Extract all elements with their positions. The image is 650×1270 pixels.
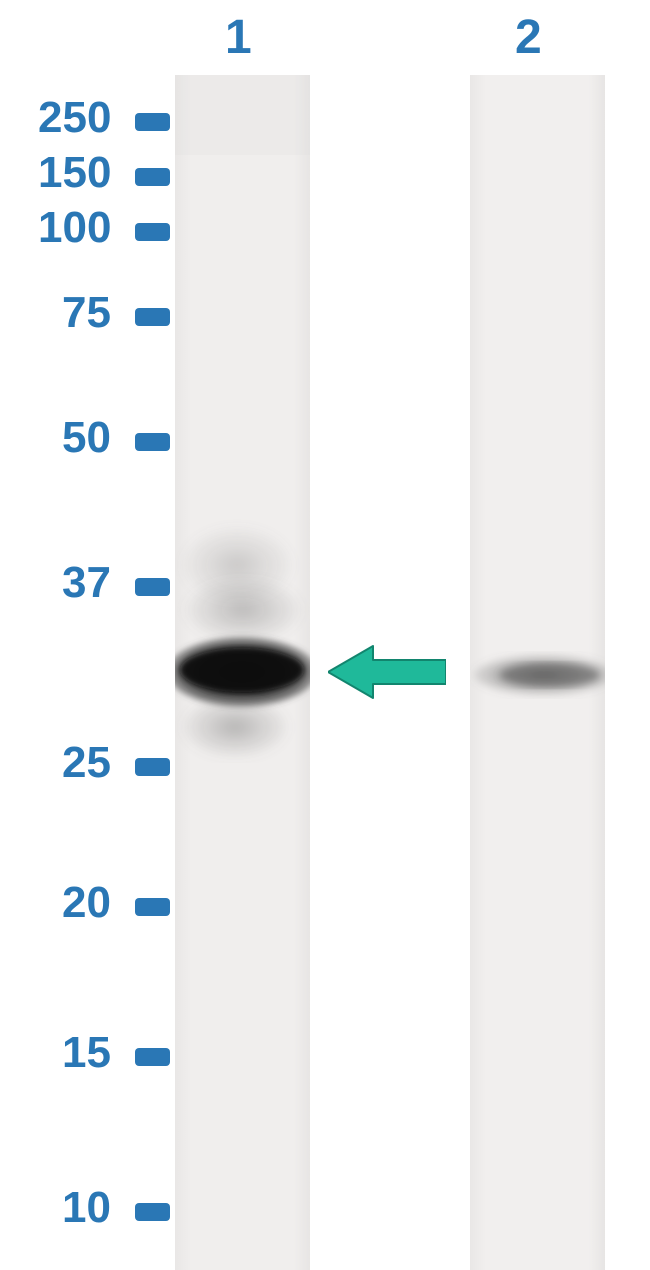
marker-10: 10	[62, 1183, 111, 1233]
marker-50: 50	[62, 413, 111, 463]
marker-10-dash	[135, 1203, 170, 1221]
marker-150: 150	[38, 148, 111, 198]
marker-37: 37	[62, 558, 111, 608]
lane1	[175, 75, 310, 1270]
marker-25-dash	[135, 758, 170, 776]
marker-37-dash	[135, 578, 170, 596]
blot-container: 1 2	[0, 0, 650, 1270]
marker-50-dash	[135, 433, 170, 451]
marker-25: 25	[62, 738, 111, 788]
marker-100-dash	[135, 223, 170, 241]
marker-20: 20	[62, 878, 111, 928]
marker-150-dash	[135, 168, 170, 186]
marker-250: 250	[38, 93, 111, 143]
marker-15-dash	[135, 1048, 170, 1066]
marker-250-dash	[135, 113, 170, 131]
lane1-header: 1	[225, 10, 252, 65]
arrow-pointer-icon	[328, 642, 446, 702]
marker-75: 75	[62, 288, 111, 338]
marker-100: 100	[38, 203, 111, 253]
lane2-header: 2	[515, 10, 542, 65]
marker-15: 15	[62, 1028, 111, 1078]
marker-20-dash	[135, 898, 170, 916]
lane2	[470, 75, 605, 1270]
marker-75-dash	[135, 308, 170, 326]
